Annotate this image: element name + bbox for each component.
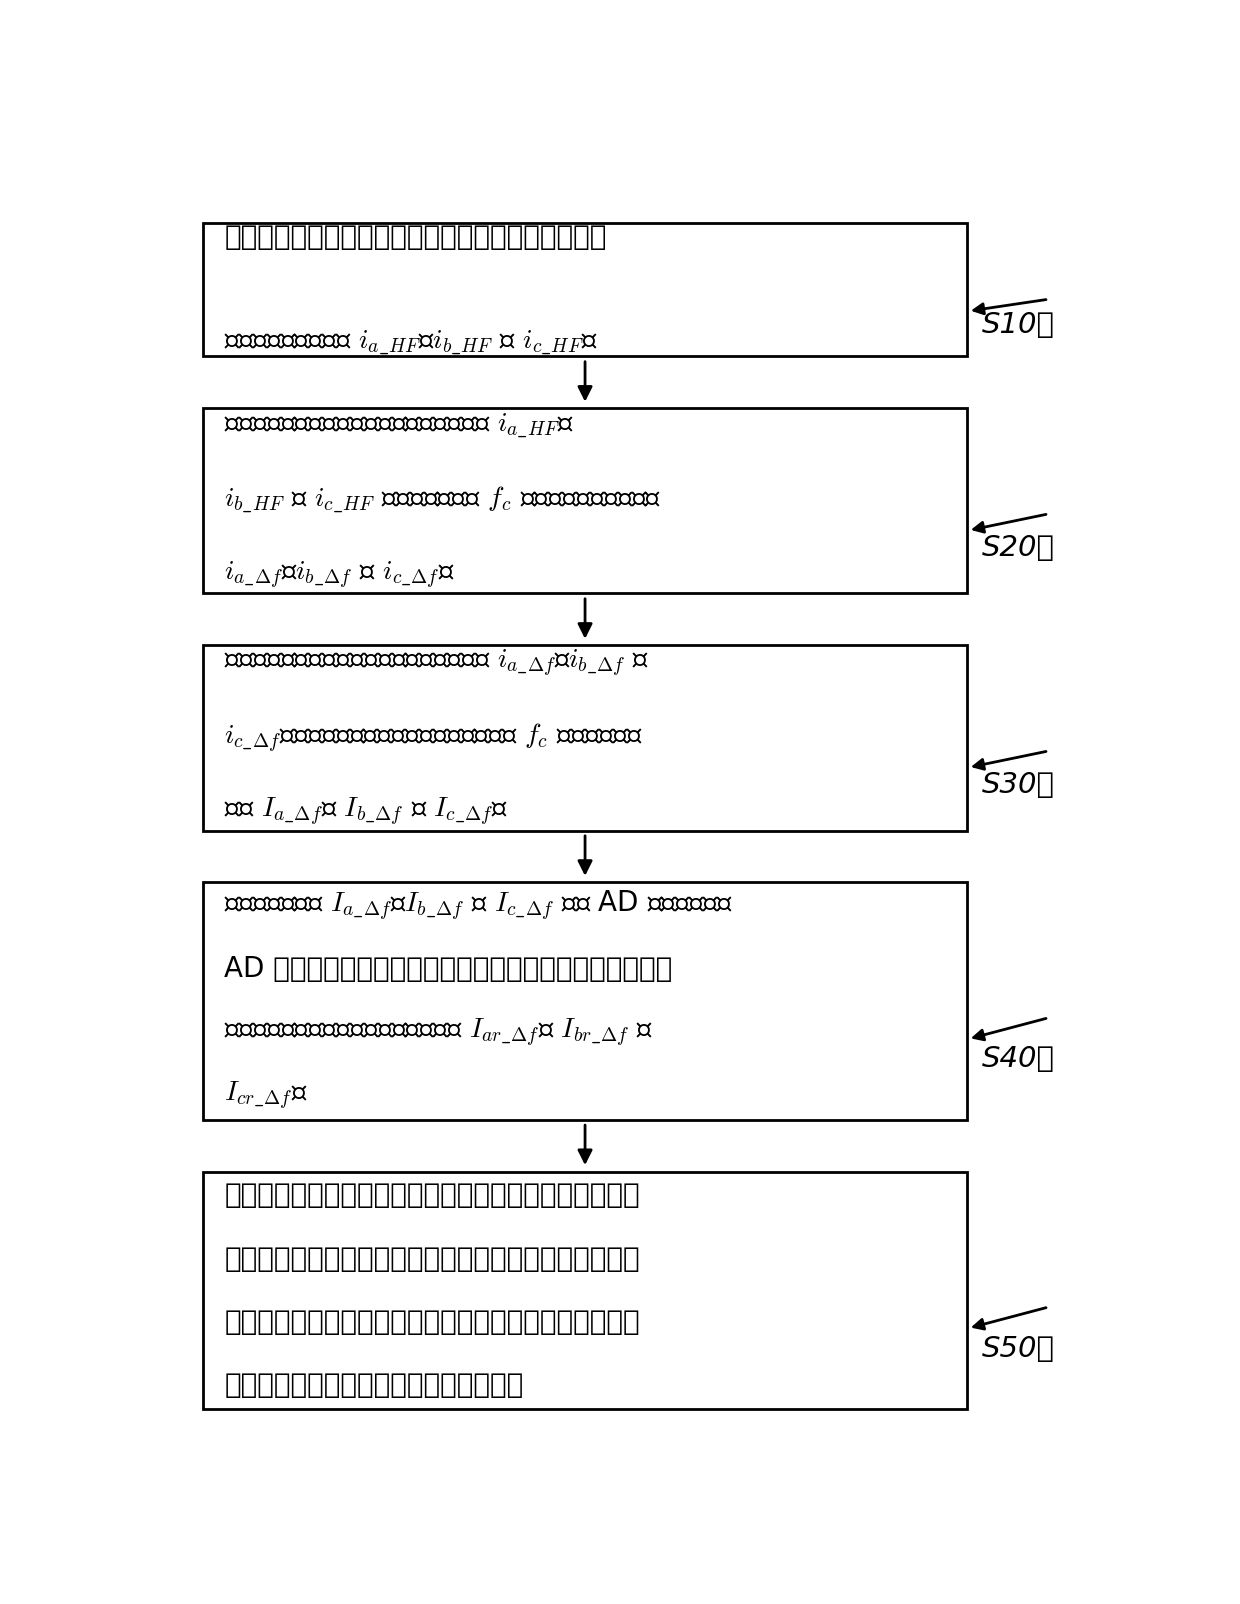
Text: 通过高频带通滤波器提取高频三相电流分量 $i_{a\_HF}$、: 通过高频带通滤波器提取高频三相电流分量 $i_{a\_HF}$、 (224, 412, 574, 441)
Text: 的高频三相电流分量 $i_{a\_HF}$、$i_{b\_HF}$ 和 $i_{c\_HF}$；: 的高频三相电流分量 $i_{a\_HF}$、$i_{b\_HF}$ 和 $i_{… (224, 329, 598, 358)
Text: 分量 $I_{a\_\Delta f}$、 $I_{b\_\Delta f}$ 和 $I_{c\_\Delta f}$；: 分量 $I_{a\_\Delta f}$、 $I_{b\_\Delta f}$ … (224, 796, 508, 828)
Bar (203, 1171, 967, 1408)
Text: $I_{cr\_\Delta f}$；: $I_{cr\_\Delta f}$； (224, 1079, 308, 1112)
Bar (203, 409, 967, 593)
Bar (203, 882, 967, 1120)
Text: S50）: S50） (982, 1335, 1054, 1363)
Bar (203, 223, 967, 356)
Text: 示逆变器驱动电机的当前绝缘运行状态。: 示逆变器驱动电机的当前绝缘运行状态。 (224, 1371, 523, 1399)
Text: S40）: S40） (982, 1046, 1054, 1073)
Text: AD 采样表征，然后通过数字滤波单元进行数字滤波用于滤: AD 采样表征，然后通过数字滤波单元进行数字滤波用于滤 (224, 956, 672, 983)
Text: S10）: S10） (982, 311, 1054, 340)
Text: 定的电机电流初始特征值比较，电机绝缘运行状态评估单: 定的电机电流初始特征值比较，电机绝缘运行状态评估单 (224, 1245, 640, 1272)
Text: 采用高频电流传感器实时测量逆变器驱动电机运行时: 采用高频电流传感器实时测量逆变器驱动电机运行时 (224, 223, 606, 250)
Text: 采用特征值提取电路测量电流响应分量信号 $i_{a\_\Delta f}$、$i_{b\_\Delta f}$ 和: 采用特征值提取电路测量电流响应分量信号 $i_{a\_\Delta f}$、$i… (224, 648, 650, 680)
Text: 将电流响应分量 $I_{a\_\Delta f}$、$I_{b\_\Delta f}$ 和 $I_{c\_\Delta f}$ 通过 AD 采样单元进行: 将电流响应分量 $I_{a\_\Delta f}$、$I_{b\_\Delta … (224, 889, 733, 924)
Text: 元根据比较差值大小，并根据预设的评估控制条件直接显: 元根据比较差值大小，并根据预设的评估控制条件直接显 (224, 1307, 640, 1336)
Text: S20）: S20） (982, 534, 1054, 561)
Bar (203, 645, 967, 831)
Text: $i_{a\_\Delta f}$、$i_{b\_\Delta f}$ 和 $i_{c\_\Delta f}$；: $i_{a\_\Delta f}$、$i_{b\_\Delta f}$ 和 $i… (224, 560, 455, 590)
Text: S30）: S30） (982, 772, 1054, 799)
Text: 除噪声干扰，得到电机电流实时特征值 $I_{ar\_\Delta f}$、 $I_{br\_\Delta f}$ 和: 除噪声干扰，得到电机电流实时特征值 $I_{ar\_\Delta f}$、 $I… (224, 1017, 653, 1049)
Text: $i_{c\_\Delta f}$，得到逆变器驱动电机在高频特征频带 $f_c$ 下的电流响应: $i_{c\_\Delta f}$，得到逆变器驱动电机在高频特征频带 $f_c$… (224, 722, 642, 754)
Text: $i_{b\_HF}$ 和 $i_{c\_HF}$ 在高频特征频带 $f_c$ 下的电流响应分量信号: $i_{b\_HF}$ 和 $i_{c\_HF}$ 在高频特征频带 $f_c$ … (224, 486, 661, 516)
Text: 电机电流特征值比较模块将电机电流实时特征值与预先测: 电机电流特征值比较模块将电机电流实时特征值与预先测 (224, 1182, 640, 1209)
